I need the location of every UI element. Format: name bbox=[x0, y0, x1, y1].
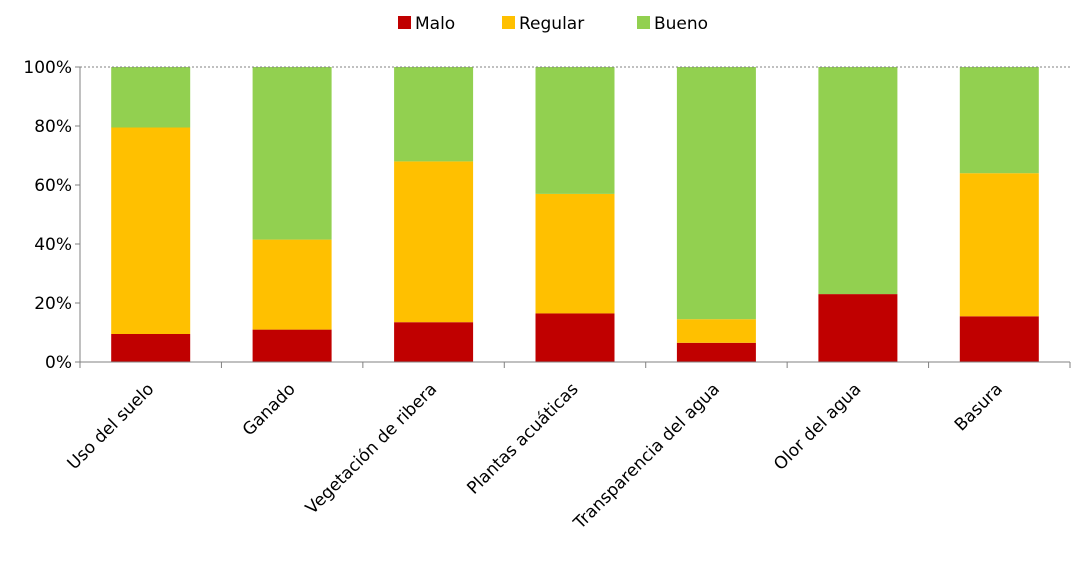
bar-bueno-6 bbox=[818, 67, 898, 295]
legend-label-malo: Malo bbox=[415, 14, 455, 34]
bar-regular-3 bbox=[394, 161, 474, 323]
bar-malo-7 bbox=[959, 316, 1039, 362]
axes bbox=[79, 66, 1070, 363]
legend-swatch-bueno bbox=[637, 16, 650, 29]
bar-malo-6 bbox=[818, 294, 898, 362]
y-tick-label: 60% bbox=[34, 176, 72, 196]
legend-swatch-malo bbox=[398, 16, 411, 29]
bar-malo-2 bbox=[252, 329, 332, 362]
x-tick-label: Basura bbox=[951, 379, 1007, 435]
bar-regular-7 bbox=[959, 173, 1039, 317]
bar-bueno-4 bbox=[535, 67, 615, 194]
bar-malo-1 bbox=[111, 334, 191, 362]
x-tick-label: Plantas acuáticas bbox=[463, 379, 582, 498]
bar-regular-1 bbox=[111, 127, 191, 334]
bar-regular-4 bbox=[535, 193, 615, 314]
bar-regular-5 bbox=[676, 319, 756, 343]
x-tick-label: Transparencia del agua bbox=[569, 379, 724, 534]
plot-area bbox=[111, 67, 1039, 362]
legend-swatch-regular bbox=[502, 16, 515, 29]
bar-bueno-2 bbox=[252, 67, 332, 240]
bar-bueno-5 bbox=[676, 67, 756, 320]
y-tick-label: 80% bbox=[34, 117, 72, 137]
y-tick-label: 20% bbox=[34, 294, 72, 314]
y-tick-label: 100% bbox=[23, 58, 72, 78]
legend: Malo Regular Bueno bbox=[398, 14, 708, 34]
x-tick-label: Uso del suelo bbox=[64, 379, 159, 474]
bar-bueno-3 bbox=[394, 67, 474, 162]
y-axis: 0% 20% 40% 60% 80% 100% bbox=[23, 58, 80, 373]
x-tick-label: Vegetación de ribera bbox=[302, 379, 441, 518]
legend-label-regular: Regular bbox=[519, 14, 584, 34]
bar-bueno-7 bbox=[959, 67, 1039, 174]
x-tick-label: Ganado bbox=[239, 379, 300, 440]
bar-malo-5 bbox=[676, 342, 756, 362]
bar-malo-4 bbox=[535, 313, 615, 362]
bar-regular-2 bbox=[252, 239, 332, 330]
y-tick-label: 0% bbox=[45, 353, 72, 373]
y-tick-label: 40% bbox=[34, 235, 72, 255]
legend-label-bueno: Bueno bbox=[654, 14, 708, 34]
x-tick-label: Olor del agua bbox=[770, 379, 865, 474]
bar-malo-3 bbox=[394, 322, 474, 362]
x-axis: Uso del suelo Ganado Vegetación de ribera P… bbox=[64, 362, 1071, 534]
bar-bueno-1 bbox=[111, 67, 191, 128]
